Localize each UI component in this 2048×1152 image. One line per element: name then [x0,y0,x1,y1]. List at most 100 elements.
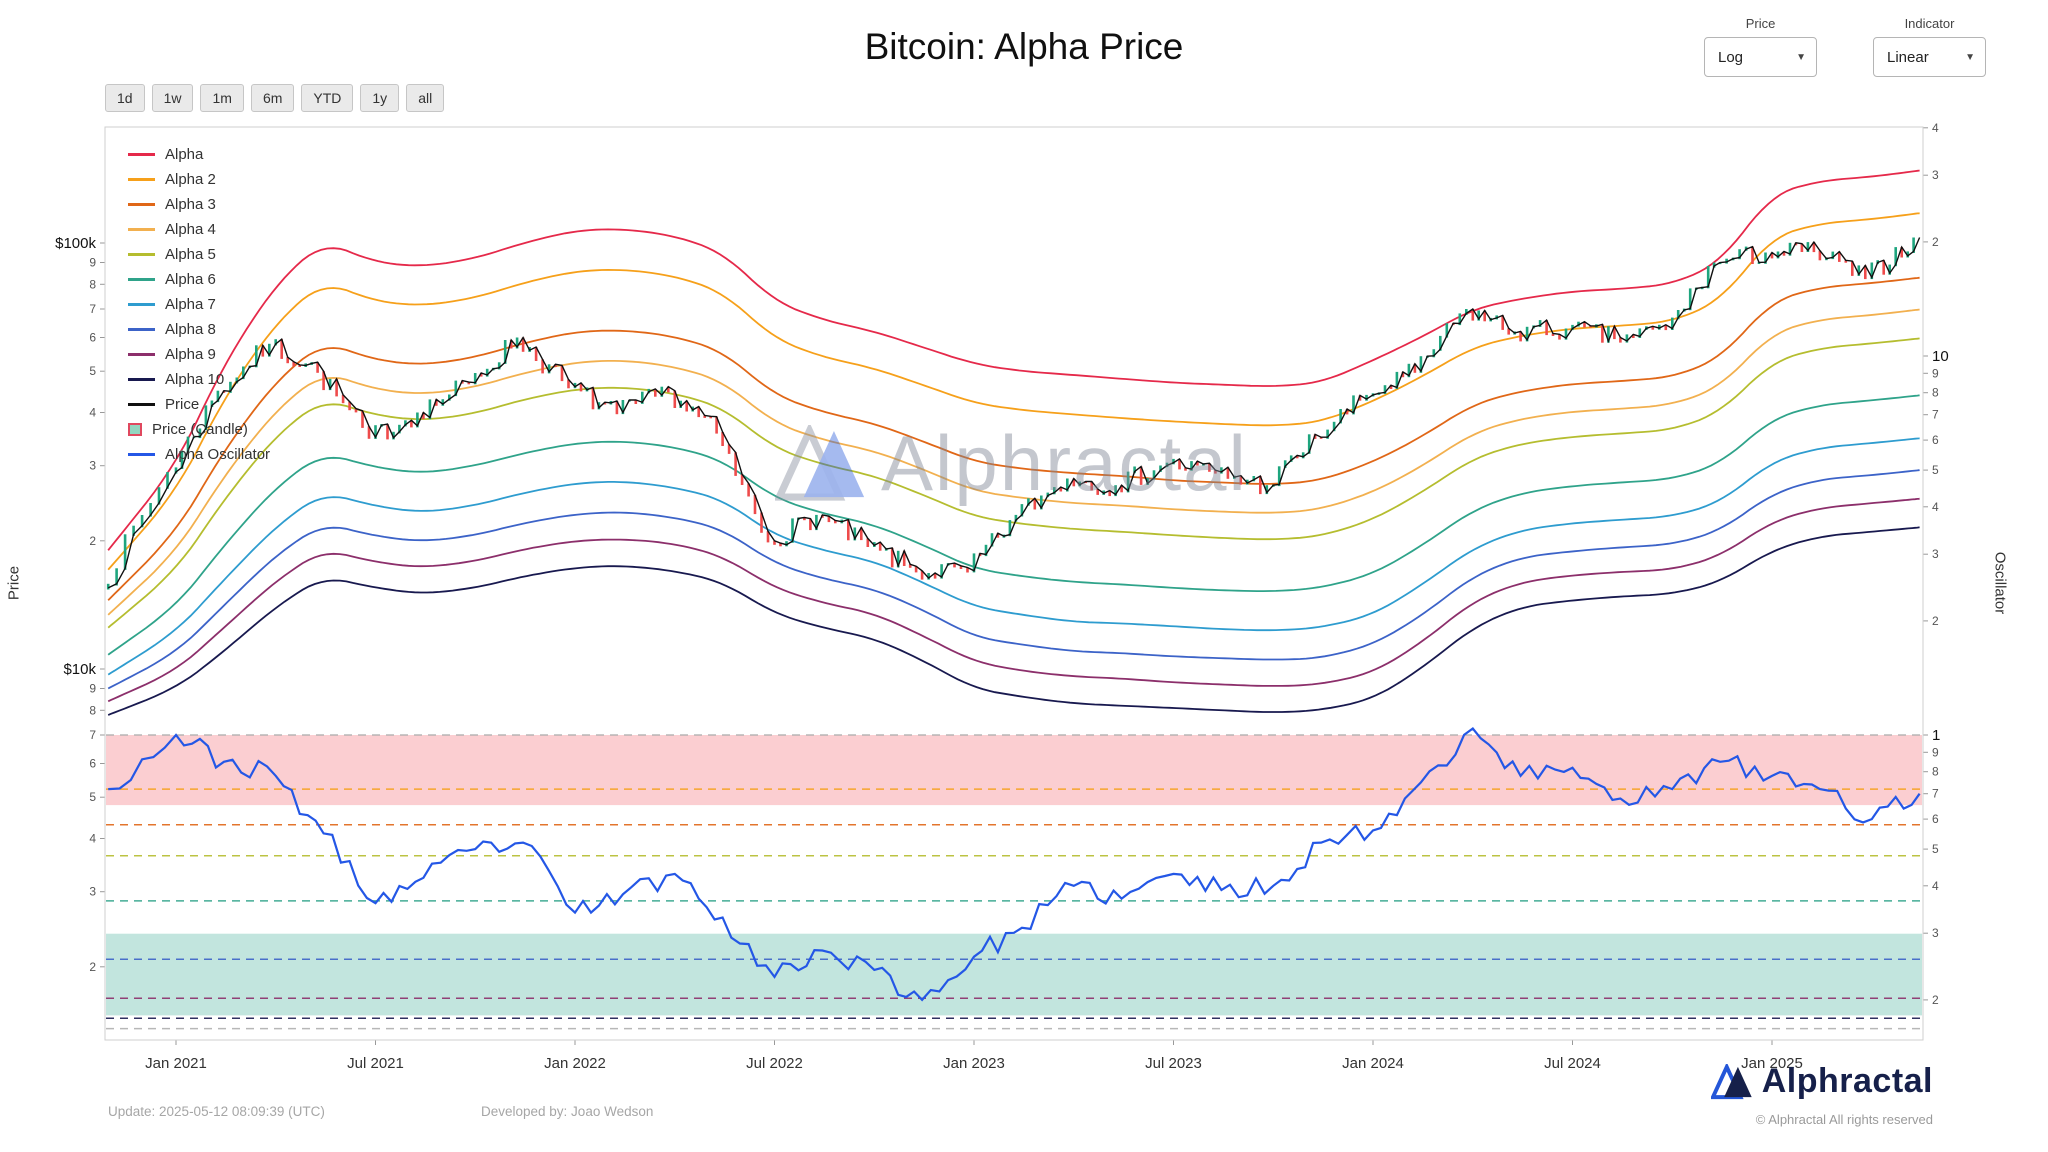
candle [1725,258,1728,264]
legend-item-alpha-10[interactable]: Alpha 10 [128,367,270,392]
range-button-1w[interactable]: 1w [151,84,194,112]
line-swatch [128,278,155,281]
legend-item-alpha-6[interactable]: Alpha 6 [128,267,270,292]
candle [1651,326,1655,330]
candle [709,416,712,419]
x-tick-label: Jul 2021 [347,1055,404,1072]
price-tick-label: 9 [89,681,96,695]
legend-item-alpha[interactable]: Alpha [128,142,270,167]
candle [467,382,471,385]
candle [274,339,277,346]
oscillator-zone [106,735,1922,806]
line-swatch [128,303,155,306]
candle [815,514,818,531]
chart-controls: Price Log ▼ Indicator Linear ▼ [1704,16,1986,77]
legend-item-price[interactable]: Price [128,392,270,417]
candle [667,386,670,393]
candle [734,452,737,476]
candle [322,371,325,391]
candle [1114,485,1117,497]
alphractal-brand: Alphractal [1710,1062,1933,1101]
oscillator-tick-label: 3 [1932,547,1939,561]
band-line-alpha8 [107,469,1920,690]
range-button-1m[interactable]: 1m [200,84,244,112]
candle [634,399,638,404]
indicator-scale-value: Linear [1887,48,1929,66]
legend-item-alpha-5[interactable]: Alpha 5 [128,242,270,267]
range-button-ytd[interactable]: YTD [301,84,354,112]
candle [1812,242,1816,253]
range-button-1d[interactable]: 1d [105,84,145,112]
candle [1190,461,1193,471]
candle [354,408,358,413]
legend-label: Alpha 7 [165,296,216,313]
candle [641,391,644,404]
legend-item-alpha-3[interactable]: Alpha 3 [128,192,270,217]
candle [654,388,657,397]
candle [908,564,912,568]
range-button-6m[interactable]: 6m [250,84,295,112]
candle [1395,371,1399,389]
candle [448,394,451,401]
price-axis-title: Price [5,565,23,601]
price-tick-label: $10k [63,661,96,678]
candle [1545,320,1548,336]
legend-item-alpha-9[interactable]: Alpha 9 [128,342,270,367]
candle [1870,262,1874,280]
indicator-scale-control: Indicator Linear ▼ [1873,16,1986,77]
legend-item-alpha-2[interactable]: Alpha 2 [128,167,270,192]
candle [560,365,564,382]
legend-item-alpha-8[interactable]: Alpha 8 [128,317,270,342]
candle [615,401,619,415]
oscillator-tick-label: 8 [1932,386,1939,400]
candle [1120,485,1123,493]
legend-label: Alpha 9 [165,346,216,363]
candle [1764,252,1767,264]
candle [1059,487,1063,492]
candle [509,340,513,349]
legend-item-alpha-4[interactable]: Alpha 4 [128,217,270,242]
oscillator-tick-label: 3 [1932,168,1939,182]
oscillator-tick-label: 10 [1932,348,1949,365]
candle [1782,251,1786,256]
oscillator-tick-label: 9 [1932,745,1939,759]
band-line-alpha2 [107,212,1920,571]
oscillator-tick-label: 6 [1932,433,1939,447]
candle [1220,467,1223,474]
candle [441,399,445,406]
band-line-alpha [107,169,1920,551]
legend-item-alpha-oscillator[interactable]: Alpha Oscillator [128,442,270,467]
band-line-alpha10 [107,526,1920,716]
price-scale-select[interactable]: Log ▼ [1704,37,1817,77]
candle [1912,237,1915,253]
candle [1712,262,1716,268]
indicator-scale-select[interactable]: Linear ▼ [1873,37,1986,77]
candle [1053,487,1056,495]
candle [1413,363,1417,373]
legend-item-alpha-7[interactable]: Alpha 7 [128,292,270,317]
candle [1277,466,1281,487]
candle [791,518,794,543]
range-button-all[interactable]: all [406,84,445,112]
candle [454,380,458,397]
oscillator-zones [106,735,1922,1016]
candle [1751,246,1754,264]
candle [1894,247,1897,267]
legend-item-price-candle-[interactable]: Price (Candle) [128,417,270,442]
candle [1326,429,1329,439]
candle [348,401,351,411]
range-button-1y[interactable]: 1y [360,84,400,112]
candle [920,570,924,580]
candle [1571,324,1574,331]
candle [316,362,319,373]
developed-by: Developed by: Joao Wedson [481,1104,654,1119]
candle [1906,251,1909,258]
candle [1589,325,1592,328]
candle [216,390,220,403]
candle [1307,434,1311,454]
candle [1519,331,1522,342]
candle [428,399,432,420]
oscillator-tick-label: 2 [1932,614,1939,628]
candle [1483,310,1486,322]
oscillator-zone [106,933,1922,1016]
